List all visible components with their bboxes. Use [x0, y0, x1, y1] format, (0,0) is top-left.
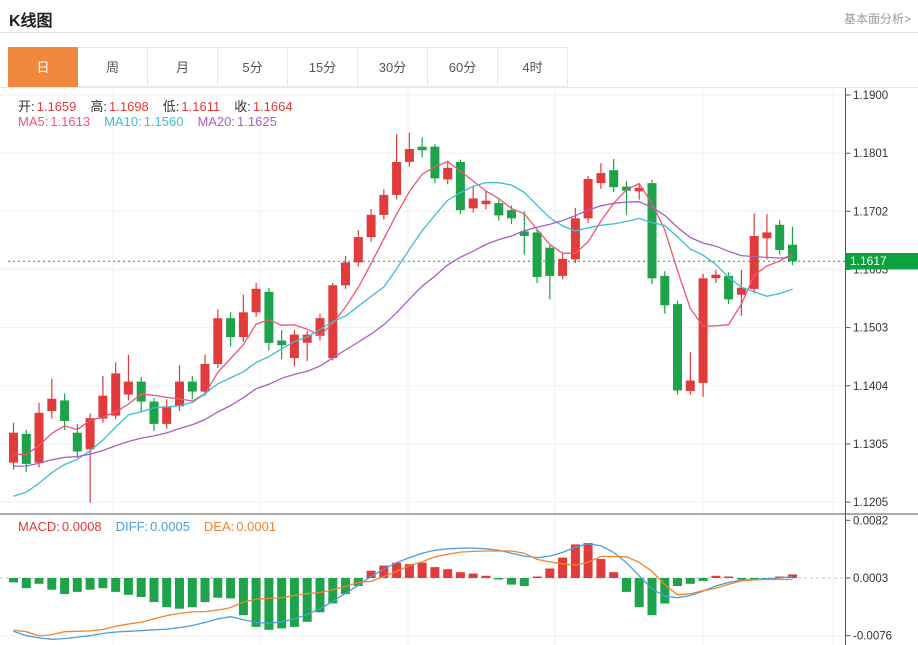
svg-text:1.1702: 1.1702	[853, 206, 888, 218]
chart-area: 1.1900 1.1801 1.1702 1.1603 1.1503 1.1404 1.13…	[0, 88, 918, 645]
legend-item: MA10: 1.1560	[104, 114, 184, 129]
diff-line	[13, 543, 793, 640]
tab-60分[interactable]: 60分	[428, 47, 498, 87]
tab-5分[interactable]: 5分	[218, 47, 288, 87]
ohlc-legend: 开: 1.1659 高: 1.1698 低: 1.1611 收: 1.1664	[18, 96, 307, 115]
tab-日[interactable]: 日	[8, 47, 78, 87]
legend-item: 高: 1.1698	[90, 99, 149, 114]
svg-text:1.1503: 1.1503	[853, 323, 888, 335]
svg-text:1.1205: 1.1205	[853, 497, 888, 509]
tab-月[interactable]: 月	[148, 47, 218, 87]
svg-text:1.1305: 1.1305	[853, 439, 888, 451]
page-header: K线图 基本面分析>	[0, 0, 918, 33]
tab-周[interactable]: 周	[78, 47, 148, 87]
svg-text:-0.0076: -0.0076	[853, 631, 892, 643]
tab-15分[interactable]: 15分	[288, 47, 358, 87]
svg-text:1.1617: 1.1617	[850, 254, 887, 268]
candlestick-series	[9, 132, 797, 503]
legend-item: DIFF: 0.0005	[115, 519, 190, 534]
legend-item: MACD: 0.0008	[18, 519, 102, 534]
kline-chart: 1.19001.18011.17021.16031.15031.14041.13…	[0, 88, 918, 645]
price-axis: 1.19001.18011.17021.16031.15031.14041.13…	[0, 88, 918, 645]
ma20-line	[13, 201, 793, 467]
dea-line	[13, 550, 793, 637]
legend-item: MA5: 1.1613	[18, 114, 91, 129]
legend-item: DEA: 0.0001	[203, 519, 277, 534]
svg-text:1.1404: 1.1404	[853, 381, 889, 393]
svg-text:1.1801: 1.1801	[853, 148, 888, 160]
legend-item: 低: 1.1611	[162, 99, 221, 114]
macd-legend: MACD: 0.0008 DIFF: 0.0005 DEA: 0.0001	[18, 519, 290, 534]
svg-text:1.1900: 1.1900	[853, 90, 888, 102]
macd-histogram	[9, 543, 797, 630]
tabbar-underline	[0, 87, 918, 88]
ma-legend: MA5: 1.1613 MA10: 1.1560 MA20: 1.1625	[18, 114, 291, 129]
svg-text:0.0082: 0.0082	[853, 515, 888, 527]
interval-tab-bar: 日周月 5分 15分 30分 60分 4时	[8, 47, 568, 87]
legend-item: MA20: 1.1625	[197, 114, 277, 129]
svg-text:0.0003: 0.0003	[853, 573, 888, 585]
tab-30分[interactable]: 30分	[358, 47, 428, 87]
legend-item: 开: 1.1659	[18, 99, 77, 114]
tab-4时[interactable]: 4时	[498, 47, 568, 87]
legend-item: 收: 1.1664	[234, 99, 293, 114]
fundamental-analysis-link[interactable]: 基本面分析>	[843, 12, 911, 26]
page-title: K线图	[9, 13, 53, 30]
current-price-badge: 1.1617	[845, 253, 918, 270]
ma10-line	[13, 181, 793, 497]
